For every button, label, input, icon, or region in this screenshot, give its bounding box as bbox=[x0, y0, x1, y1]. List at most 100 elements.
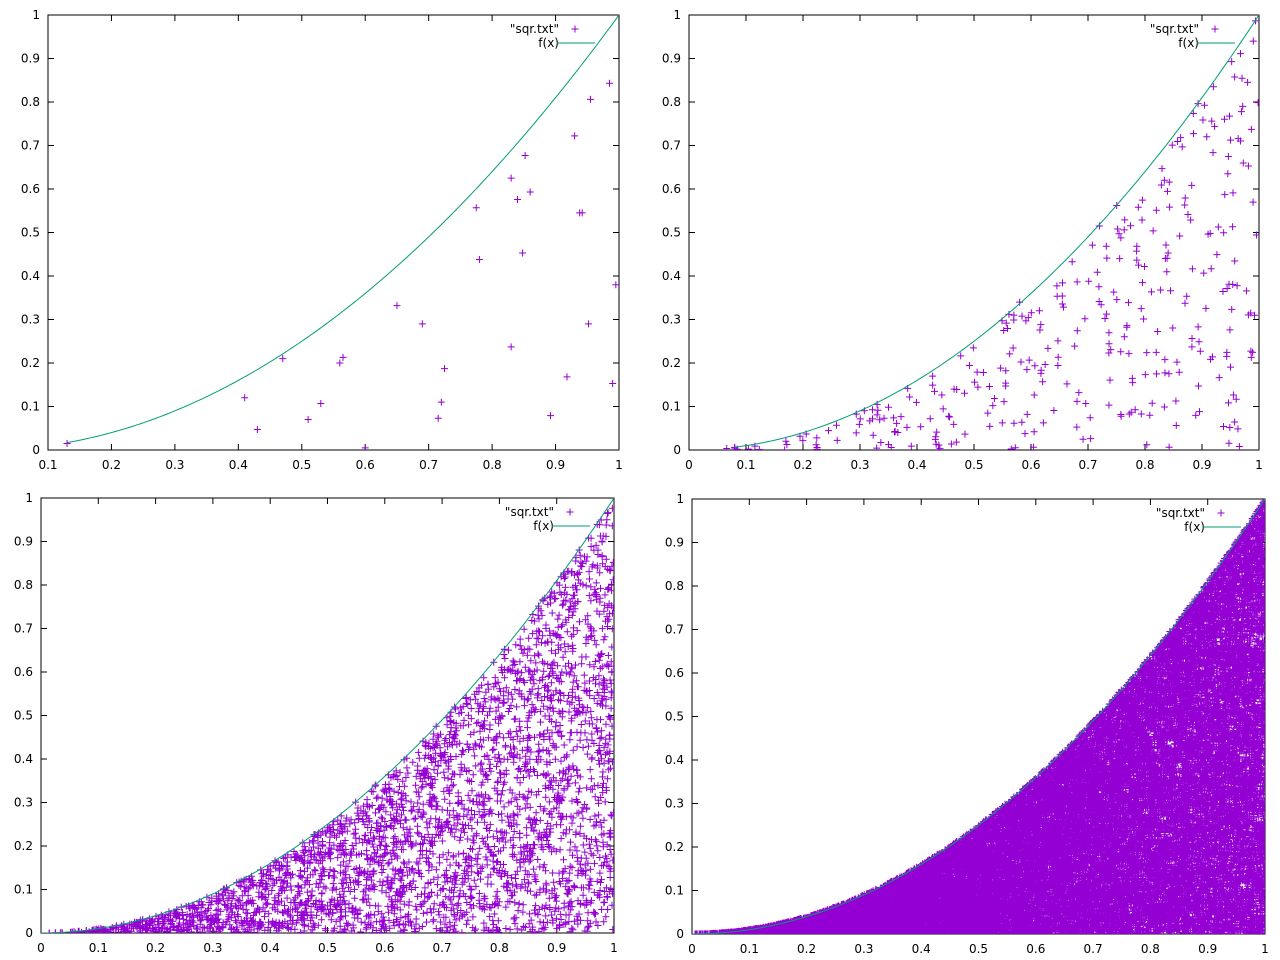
data-point bbox=[933, 428, 941, 436]
legend-marker-sqr bbox=[566, 508, 574, 516]
x-tick-label: 0.9 bbox=[1198, 942, 1217, 956]
series-line-fx bbox=[692, 499, 1265, 934]
data-point bbox=[1010, 316, 1018, 324]
data-point bbox=[1006, 350, 1014, 358]
data-point bbox=[1097, 301, 1105, 309]
x-tick-label: 0.5 bbox=[964, 458, 983, 472]
data-point bbox=[1244, 311, 1252, 319]
x-tick-label: 1 bbox=[610, 941, 618, 955]
data-point bbox=[1161, 369, 1169, 377]
data-point bbox=[926, 415, 934, 423]
data-point bbox=[1079, 435, 1087, 443]
data-point bbox=[1163, 268, 1171, 276]
y-tick-label: 0.2 bbox=[665, 840, 684, 854]
data-point bbox=[1152, 348, 1160, 356]
data-point bbox=[1206, 229, 1214, 237]
data-point bbox=[1168, 141, 1176, 149]
data-point bbox=[1029, 443, 1037, 450]
data-point bbox=[1004, 325, 1012, 333]
data-point bbox=[1140, 315, 1148, 323]
data-point bbox=[1027, 309, 1035, 317]
data-point bbox=[1105, 349, 1113, 357]
data-point bbox=[986, 422, 994, 430]
data-point bbox=[1194, 323, 1202, 331]
data-point bbox=[880, 414, 888, 422]
data-point bbox=[1172, 421, 1180, 429]
data-point bbox=[1160, 176, 1168, 184]
data-point bbox=[1031, 362, 1039, 370]
data-layer bbox=[41, 498, 614, 933]
y-tick-label: 0.4 bbox=[14, 752, 33, 766]
data-point bbox=[755, 446, 763, 450]
data-point bbox=[1219, 422, 1227, 430]
data-point bbox=[929, 372, 937, 380]
x-tick-label: 1 bbox=[1261, 942, 1269, 956]
data-point bbox=[1249, 348, 1257, 356]
data-point bbox=[253, 426, 261, 434]
data-point bbox=[1224, 170, 1232, 178]
data-point bbox=[1153, 370, 1161, 378]
x-tick-label: 0.3 bbox=[854, 942, 873, 956]
data-point bbox=[1138, 216, 1146, 224]
data-point bbox=[974, 383, 982, 391]
data-point bbox=[1152, 206, 1160, 214]
data-point bbox=[783, 441, 791, 449]
data-point bbox=[812, 441, 820, 449]
data-point bbox=[912, 398, 920, 406]
data-point bbox=[1000, 327, 1008, 335]
x-tick-label: 0.2 bbox=[797, 942, 816, 956]
data-point bbox=[1161, 254, 1169, 262]
data-point bbox=[1175, 368, 1183, 376]
data-point bbox=[1143, 441, 1151, 449]
data-point bbox=[903, 423, 911, 431]
x-tick-label: 0 bbox=[688, 942, 696, 956]
data-point bbox=[744, 445, 752, 450]
data-point bbox=[1225, 439, 1233, 447]
data-point bbox=[1123, 323, 1131, 331]
data-point bbox=[1196, 347, 1204, 355]
data-point-cloud bbox=[45, 504, 614, 933]
x-tick-label: 0.2 bbox=[793, 458, 812, 472]
data-point bbox=[1073, 278, 1081, 286]
data-point bbox=[336, 359, 344, 367]
legend-label-sqr: "sqr.txt" bbox=[505, 505, 554, 519]
data-point bbox=[1024, 314, 1032, 322]
x-tick-label: 0.9 bbox=[546, 458, 565, 472]
x-tick-label: 0.1 bbox=[740, 942, 759, 956]
series-line-fx bbox=[41, 498, 614, 933]
data-point bbox=[1183, 292, 1191, 300]
data-point bbox=[1226, 326, 1234, 334]
data-point bbox=[507, 343, 515, 351]
y-tick-label: 0.7 bbox=[21, 139, 40, 153]
data-point bbox=[1073, 423, 1081, 431]
y-tick-label: 0.9 bbox=[21, 52, 40, 66]
data-point bbox=[1128, 374, 1136, 382]
data-point bbox=[1184, 210, 1192, 218]
data-point bbox=[1232, 395, 1240, 403]
data-point bbox=[833, 436, 841, 444]
x-tick-label: 0.6 bbox=[375, 941, 394, 955]
x-tick-label: 0.8 bbox=[483, 458, 502, 472]
legend-marker-sqr bbox=[1211, 25, 1219, 33]
data-point bbox=[876, 416, 884, 424]
data-point bbox=[304, 416, 312, 424]
data-point bbox=[241, 394, 249, 402]
data-point bbox=[1208, 117, 1216, 125]
data-point bbox=[1105, 329, 1113, 337]
data-point bbox=[1106, 376, 1114, 384]
data-point bbox=[1021, 430, 1029, 438]
legend-label-fx: f(x) bbox=[1184, 520, 1205, 534]
legend-marker-sqr bbox=[1217, 509, 1225, 517]
data-point bbox=[1202, 304, 1210, 312]
data-point bbox=[1053, 292, 1061, 300]
data-point bbox=[1035, 307, 1043, 315]
data-point bbox=[1141, 371, 1149, 379]
data-point bbox=[825, 427, 833, 435]
data-point bbox=[917, 423, 925, 431]
data-point bbox=[907, 442, 915, 450]
data-point bbox=[1220, 115, 1228, 123]
data-point bbox=[1002, 367, 1010, 375]
data-point bbox=[585, 320, 593, 328]
data-point bbox=[965, 361, 973, 369]
data-point bbox=[855, 420, 863, 428]
